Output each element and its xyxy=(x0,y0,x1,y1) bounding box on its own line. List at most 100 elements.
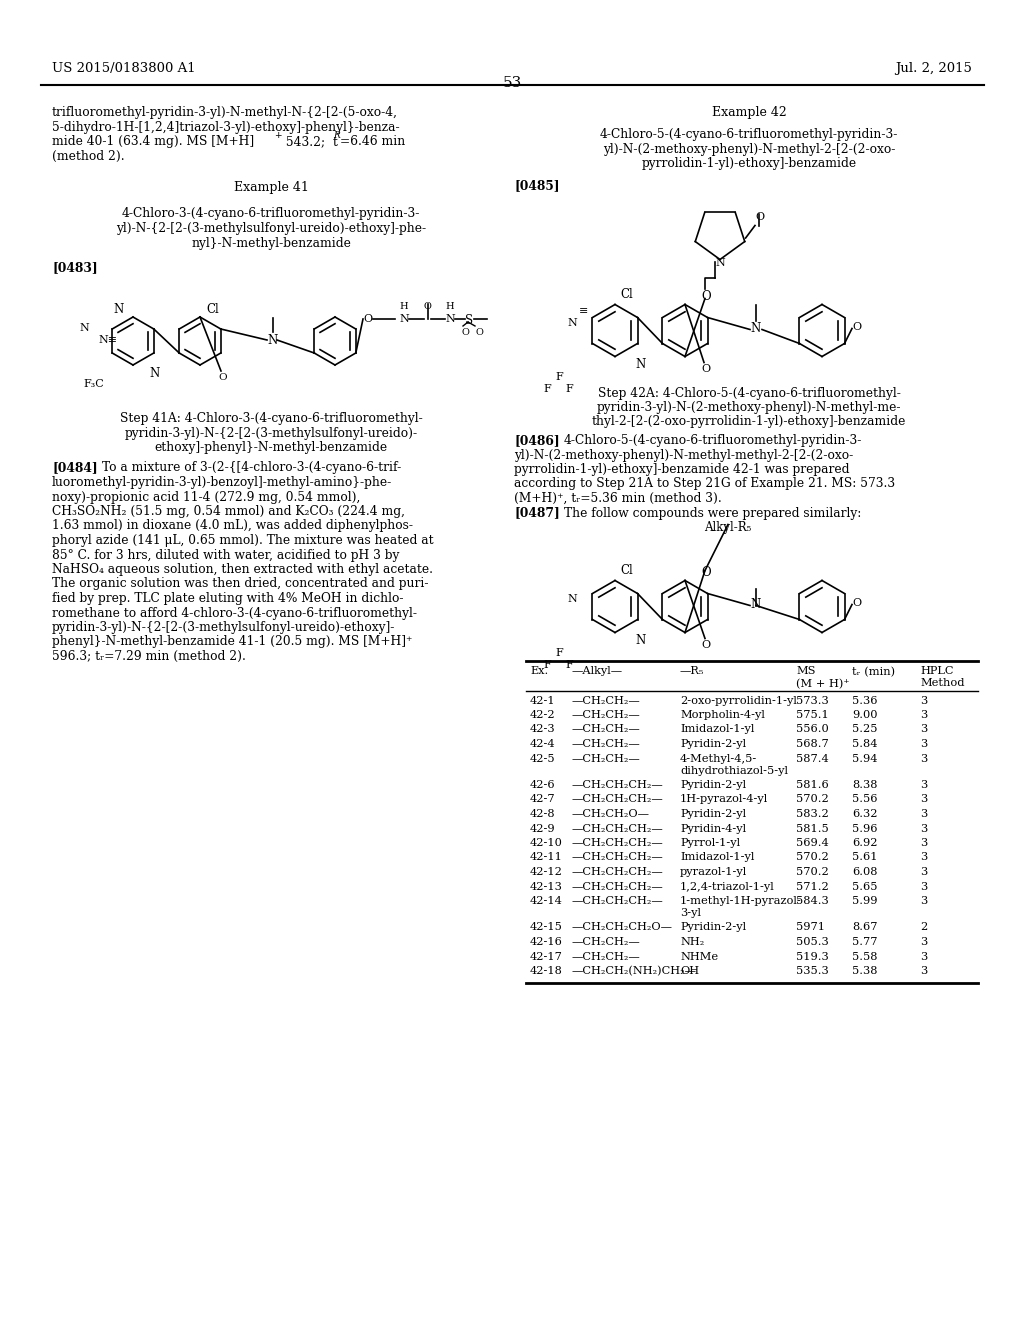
Text: 3: 3 xyxy=(920,809,928,818)
Text: Pyridin-2-yl: Pyridin-2-yl xyxy=(680,809,746,818)
Text: F: F xyxy=(543,384,551,395)
Text: noxy)-propionic acid 11-4 (272.9 mg, 0.54 mmol),: noxy)-propionic acid 11-4 (272.9 mg, 0.5… xyxy=(52,491,360,503)
Text: Cl: Cl xyxy=(206,304,219,315)
Text: pyridin-3-yl)-N-{2-[2-(3-methylsulfonyl-ureido)-: pyridin-3-yl)-N-{2-[2-(3-methylsulfonyl-… xyxy=(125,426,418,440)
Text: 4-Chloro-5-(4-cyano-6-trifluoromethyl-pyridin-3-: 4-Chloro-5-(4-cyano-6-trifluoromethyl-py… xyxy=(600,128,898,141)
Text: —CH₂CH₂CH₂—: —CH₂CH₂CH₂— xyxy=(572,795,664,804)
Text: N: N xyxy=(567,594,577,605)
Text: 42-9: 42-9 xyxy=(530,824,556,833)
Text: N: N xyxy=(635,359,645,371)
Text: N: N xyxy=(567,318,577,329)
Text: [0487]: [0487] xyxy=(514,507,560,520)
Text: F: F xyxy=(565,660,572,671)
Text: Imidazol-1-yl: Imidazol-1-yl xyxy=(680,725,755,734)
Text: 42-11: 42-11 xyxy=(530,853,563,862)
Text: Step 41A: 4-Chloro-3-(4-cyano-6-trifluoromethyl-: Step 41A: 4-Chloro-3-(4-cyano-6-trifluor… xyxy=(120,412,422,425)
Text: 5.38: 5.38 xyxy=(852,966,878,975)
Text: N: N xyxy=(399,314,409,323)
Text: HPLC: HPLC xyxy=(920,667,953,676)
Text: 3: 3 xyxy=(920,754,928,763)
Text: 5.56: 5.56 xyxy=(852,795,878,804)
Text: tᵣ (min): tᵣ (min) xyxy=(852,667,895,677)
Text: 3: 3 xyxy=(920,795,928,804)
Text: [0485]: [0485] xyxy=(514,180,559,193)
Text: US 2015/0183800 A1: US 2015/0183800 A1 xyxy=(52,62,196,75)
Text: The follow compounds were prepared similarly:: The follow compounds were prepared simil… xyxy=(564,507,861,520)
Text: Step 42A: 4-Chloro-5-(4-cyano-6-trifluoromethyl-: Step 42A: 4-Chloro-5-(4-cyano-6-trifluor… xyxy=(598,387,900,400)
Text: N: N xyxy=(114,304,124,315)
Text: 42-17: 42-17 xyxy=(530,952,563,961)
Text: The organic solution was then dried, concentrated and puri-: The organic solution was then dried, con… xyxy=(52,578,428,590)
Text: pyrazol-1-yl: pyrazol-1-yl xyxy=(680,867,748,876)
Text: —Alkyl—: —Alkyl— xyxy=(572,667,624,676)
Text: pyrrolidin-1-yl)-ethoxy]-benzamide: pyrrolidin-1-yl)-ethoxy]-benzamide xyxy=(641,157,856,170)
Text: 535.3: 535.3 xyxy=(796,966,828,975)
Text: 519.3: 519.3 xyxy=(796,952,828,961)
Text: 42-3: 42-3 xyxy=(530,725,556,734)
Text: 596.3; tᵣ=7.29 min (method 2).: 596.3; tᵣ=7.29 min (method 2). xyxy=(52,649,246,663)
Text: 3: 3 xyxy=(920,952,928,961)
Text: 3: 3 xyxy=(920,710,928,719)
Text: 42-7: 42-7 xyxy=(530,795,556,804)
Text: —CH₂CH₂CH₂—: —CH₂CH₂CH₂— xyxy=(572,896,664,906)
Text: O: O xyxy=(701,364,710,375)
Text: yl)-N-(2-methoxy-phenyl)-N-methyl-2-[2-(2-oxo-: yl)-N-(2-methoxy-phenyl)-N-methyl-2-[2-(… xyxy=(603,143,895,156)
Text: 1H-pyrazol-4-yl: 1H-pyrazol-4-yl xyxy=(680,795,768,804)
Text: O: O xyxy=(218,374,226,381)
Text: 3: 3 xyxy=(920,853,928,862)
Text: Pyridin-2-yl: Pyridin-2-yl xyxy=(680,923,746,932)
Text: phenyl}-N-methyl-benzamide 41-1 (20.5 mg). MS [M+H]⁺: phenyl}-N-methyl-benzamide 41-1 (20.5 mg… xyxy=(52,635,413,648)
Text: 584.3: 584.3 xyxy=(796,896,828,906)
Text: O: O xyxy=(701,640,710,651)
Text: 1-methyl-1H-pyrazol-: 1-methyl-1H-pyrazol- xyxy=(680,896,802,906)
Text: O: O xyxy=(852,322,861,333)
Text: Pyridin-4-yl: Pyridin-4-yl xyxy=(680,824,746,833)
Text: ≡: ≡ xyxy=(579,306,589,317)
Text: (M+H)⁺, tᵣ=5.36 min (method 3).: (M+H)⁺, tᵣ=5.36 min (method 3). xyxy=(514,492,722,506)
Text: N: N xyxy=(267,334,278,347)
Text: 5.58: 5.58 xyxy=(852,952,878,961)
Text: 3: 3 xyxy=(920,780,928,789)
Text: 5.99: 5.99 xyxy=(852,896,878,906)
Text: +: + xyxy=(274,131,282,140)
Text: S: S xyxy=(465,314,473,327)
Text: 42-14: 42-14 xyxy=(530,896,563,906)
Text: Jul. 2, 2015: Jul. 2, 2015 xyxy=(895,62,972,75)
Text: 53: 53 xyxy=(503,77,521,90)
Text: 42-2: 42-2 xyxy=(530,710,556,719)
Text: F: F xyxy=(555,648,563,659)
Text: NaHSO₄ aqueous solution, then extracted with ethyl acetate.: NaHSO₄ aqueous solution, then extracted … xyxy=(52,564,433,576)
Text: 3-yl: 3-yl xyxy=(680,908,701,917)
Text: 42-10: 42-10 xyxy=(530,838,563,847)
Text: 3: 3 xyxy=(920,896,928,906)
Text: Pyridin-2-yl: Pyridin-2-yl xyxy=(680,780,746,789)
Text: N: N xyxy=(750,598,760,611)
Text: 42-15: 42-15 xyxy=(530,923,563,932)
Text: 5.77: 5.77 xyxy=(852,937,878,946)
Text: fied by prep. TLC plate eluting with 4% MeOH in dichlo-: fied by prep. TLC plate eluting with 4% … xyxy=(52,591,403,605)
Text: O: O xyxy=(362,314,372,323)
Text: O: O xyxy=(701,290,711,304)
Text: 5971: 5971 xyxy=(796,923,825,932)
Text: F₃C: F₃C xyxy=(83,379,103,389)
Text: 2-oxo-pyrrolidin-1-yl: 2-oxo-pyrrolidin-1-yl xyxy=(680,696,797,705)
Text: 42-4: 42-4 xyxy=(530,739,556,748)
Text: Ex.: Ex. xyxy=(530,667,548,676)
Text: 573.3: 573.3 xyxy=(796,696,828,705)
Text: [0484]: [0484] xyxy=(52,462,97,474)
Text: 6.32: 6.32 xyxy=(852,809,878,818)
Text: 571.2: 571.2 xyxy=(796,882,828,891)
Text: To a mixture of 3-(2-{[4-chloro-3-(4-cyano-6-trif-: To a mixture of 3-(2-{[4-chloro-3-(4-cya… xyxy=(102,462,401,474)
Text: romethane to afford 4-chloro-3-(4-cyano-6-trifluoromethyl-: romethane to afford 4-chloro-3-(4-cyano-… xyxy=(52,606,417,619)
Text: 587.4: 587.4 xyxy=(796,754,828,763)
Text: ethoxy]-phenyl}-N-methyl-benzamide: ethoxy]-phenyl}-N-methyl-benzamide xyxy=(155,441,387,454)
Text: —CH₂CH₂—: —CH₂CH₂— xyxy=(572,754,641,763)
Text: —CH₂CH₂CH₂—: —CH₂CH₂CH₂— xyxy=(572,824,664,833)
Text: 570.2: 570.2 xyxy=(796,853,828,862)
Text: NH₂: NH₂ xyxy=(680,937,705,946)
Text: 2: 2 xyxy=(920,923,928,932)
Text: —CH₂CH₂—: —CH₂CH₂— xyxy=(572,739,641,748)
Text: Pyridin-2-yl: Pyridin-2-yl xyxy=(680,739,746,748)
Text: (method 2).: (method 2). xyxy=(52,149,125,162)
Text: [0483]: [0483] xyxy=(52,261,97,275)
